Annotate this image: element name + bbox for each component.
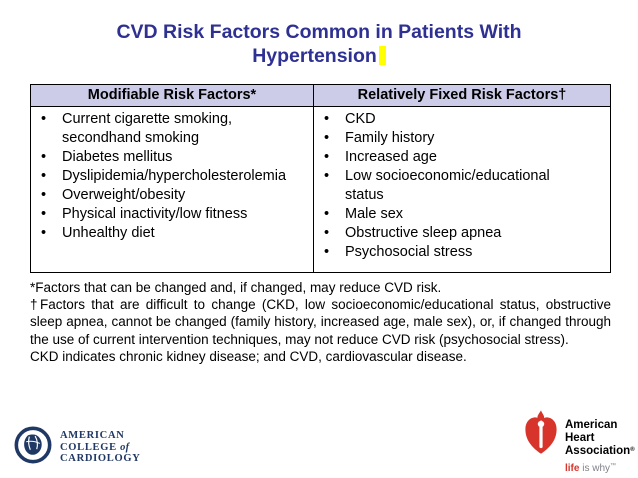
acc-wordmark-line1: AMERICAN <box>60 429 125 441</box>
acc-logo: AMERICAN COLLEGE of CARDIOLOGY <box>14 426 141 469</box>
list-item: Unhealthy diet <box>31 224 313 243</box>
slide-title: CVD Risk Factors Common in Patients With… <box>0 21 638 68</box>
footnote-dagger: †Factors that are difficult to change (C… <box>30 297 611 347</box>
acc-wordmark: AMERICAN COLLEGE of CARDIOLOGY <box>60 430 141 465</box>
aha-association-text: Association <box>565 445 631 458</box>
list-item: Diabetes mellitus <box>31 148 313 167</box>
aha-wordmark: American Heart Association® life is why™ <box>565 405 635 474</box>
footnote-asterisk: *Factors that can be changed and, if cha… <box>30 280 442 295</box>
footnote-abbreviations: CKD indicates chronic kidney disease; an… <box>30 348 467 364</box>
slide-title-line2: Hypertension <box>252 44 377 67</box>
list-item: Dyslipidemia/hypercholesterolemia <box>31 167 313 186</box>
trademark-mark: ™ <box>610 462 617 469</box>
acc-wordmark-line2: COLLEGE of <box>60 442 141 454</box>
list-item: Family history <box>314 129 610 148</box>
list-item: Low socioeconomic/educational status <box>314 167 610 205</box>
table-header-row: Modifiable Risk Factors* Relatively Fixe… <box>30 84 611 107</box>
risk-factors-table: Modifiable Risk Factors* Relatively Fixe… <box>30 84 611 273</box>
aha-logo: American Heart Association® life is why™ <box>524 405 635 474</box>
cell-modifiable-risk-factors: Current cigarette smoking, secondhand sm… <box>30 106 314 273</box>
list-item: Increased age <box>314 148 610 167</box>
fixed-risk-list: CKD Family history Increased age Low soc… <box>314 110 610 262</box>
aha-wordmark-line3: Association® <box>565 444 635 458</box>
footnotes: *Factors that can be changed and, if cha… <box>30 279 611 365</box>
slide-title-line1: CVD Risk Factors Common in Patients With <box>116 21 522 43</box>
aha-heart-torch-icon <box>524 410 558 461</box>
aha-tagline-rest: is why <box>579 462 611 474</box>
text-cursor[interactable] <box>378 45 386 65</box>
list-item: CKD <box>314 110 610 129</box>
list-item: Physical inactivity/low fitness <box>31 205 313 224</box>
list-item: Current cigarette smoking, secondhand sm… <box>31 110 313 148</box>
aha-tagline-life: life <box>565 462 580 474</box>
acc-college-text: COLLEGE <box>60 441 121 453</box>
table-body-row: Current cigarette smoking, secondhand sm… <box>30 106 611 273</box>
modifiable-risk-list: Current cigarette smoking, secondhand sm… <box>31 110 313 243</box>
aha-wordmark-line2: Heart <box>565 431 595 444</box>
registered-mark: ® <box>630 447 635 454</box>
cell-relatively-fixed-risk-factors: CKD Family history Increased age Low soc… <box>313 106 611 273</box>
list-item: Obstructive sleep apnea <box>314 224 610 243</box>
header-modifiable-risk-factors: Modifiable Risk Factors* <box>30 84 314 107</box>
list-item: Male sex <box>314 205 610 224</box>
acc-of-text: of <box>120 441 130 453</box>
aha-wordmark-line1: American <box>565 419 618 431</box>
aha-tagline: life is why™ <box>565 463 635 474</box>
list-item: Overweight/obesity <box>31 186 313 205</box>
acc-emblem-icon <box>14 426 52 469</box>
list-item: Psychosocial stress <box>314 243 610 262</box>
header-relatively-fixed-risk-factors: Relatively Fixed Risk Factors† <box>313 84 611 107</box>
acc-wordmark-line3: CARDIOLOGY <box>60 453 141 465</box>
